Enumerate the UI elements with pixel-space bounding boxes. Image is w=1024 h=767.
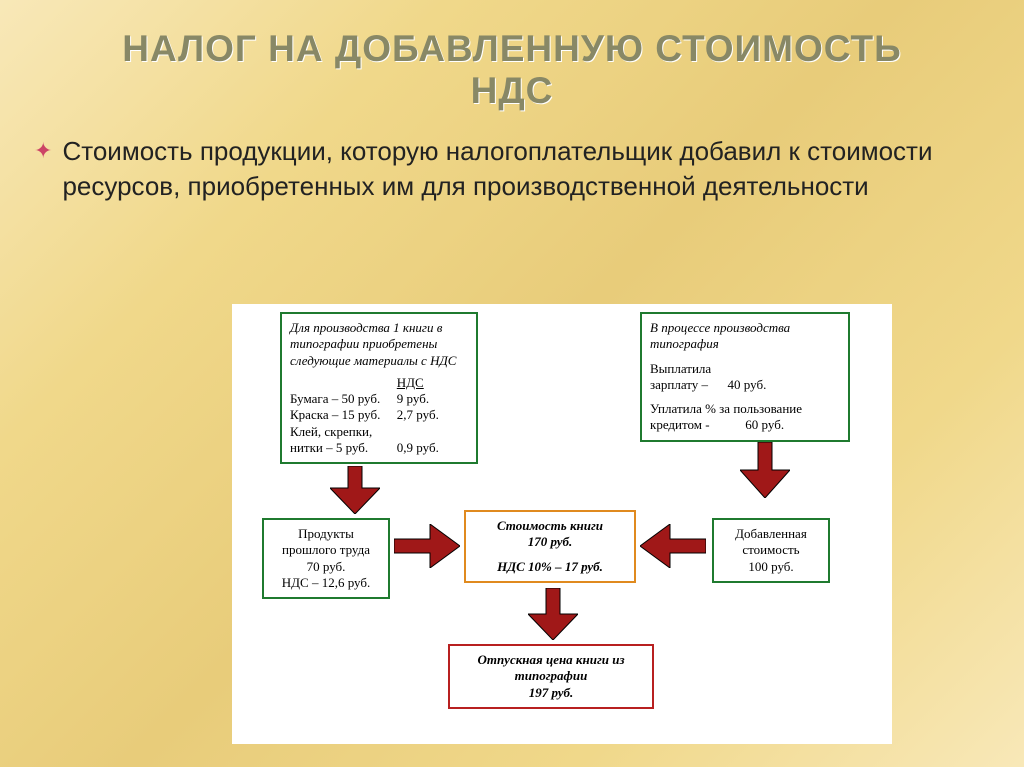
node-book-cost: Стоимость книги 170 руб. НДС 10% – 17 ру… (464, 510, 636, 583)
arrow-past-right-icon (394, 524, 460, 568)
process-l1v: зарплату – 40 руб. (650, 377, 840, 393)
cost-l3: НДС 10% – 17 руб. (474, 559, 626, 575)
rel-l3: 197 руб. (458, 685, 644, 701)
arrow-added-left-icon (640, 524, 706, 568)
process-l2v: кредитом - 60 руб. (650, 417, 840, 433)
mat-row-1-nds: 2,7 руб. (397, 407, 468, 423)
mat-row-3-nds: 0,9 руб. (397, 440, 468, 456)
node-past-labor: Продукты прошлого труда 70 руб. НДС – 12… (262, 518, 390, 599)
title-line-1: НАЛОГ НА ДОБАВЛЕННУЮ СТОИМОСТЬ (122, 28, 901, 69)
node-release-price: Отпускная цена книги из типографии 197 р… (448, 644, 654, 709)
cost-l2: 170 руб. (474, 534, 626, 550)
mat-row-2-item: Клей, скрепки, (290, 424, 397, 440)
mat-row-3-item: нитки – 5 руб. (290, 440, 397, 456)
rel-l1: Отпускная цена книги из (458, 652, 644, 668)
nds-header: НДС (397, 375, 468, 391)
past-l3: 70 руб. (272, 559, 380, 575)
flowchart: Для производства 1 книги в типографии пр… (232, 304, 892, 744)
rel-l2: типографии (458, 668, 644, 684)
past-l1: Продукты (272, 526, 380, 542)
arrow-materials-down-icon (330, 466, 380, 514)
page-title: НАЛОГ НА ДОБАВЛЕННУЮ СТОИМОСТЬ НДС (0, 0, 1024, 122)
add-l3: 100 руб. (722, 559, 820, 575)
bullet-row: ✦ Стоимость продукции, которую налогопла… (0, 122, 1024, 212)
node-materials: Для производства 1 книги в типографии пр… (280, 312, 478, 464)
arrow-process-down-icon (740, 442, 790, 498)
bullet-text: Стоимость продукции, которую налогоплате… (62, 134, 984, 204)
cost-l1: Стоимость книги (474, 518, 626, 534)
mat-row-0-nds: 9 руб. (397, 391, 468, 407)
mat-row-1-item: Краска – 15 руб. (290, 407, 397, 423)
node-added-value: Добавленная стоимость 100 руб. (712, 518, 830, 583)
mat-row-2-nds (397, 424, 468, 440)
bullet-marker-icon: ✦ (34, 138, 52, 164)
mat-row-0-item: Бумага – 50 руб. (290, 391, 397, 407)
past-l2: прошлого труда (272, 542, 380, 558)
add-l2: стоимость (722, 542, 820, 558)
process-l1: Выплатила (650, 361, 840, 377)
process-l2: Уплатила % за пользование (650, 401, 840, 417)
process-intro: В процессе производства типография (650, 320, 840, 353)
past-l4: НДС – 12,6 руб. (272, 575, 380, 591)
materials-intro: Для производства 1 книги в типографии пр… (290, 320, 468, 369)
title-line-2: НДС (471, 70, 554, 111)
add-l1: Добавленная (722, 526, 820, 542)
node-process: В процессе производства типография Выпла… (640, 312, 850, 442)
arrow-cost-down-icon (528, 588, 578, 640)
